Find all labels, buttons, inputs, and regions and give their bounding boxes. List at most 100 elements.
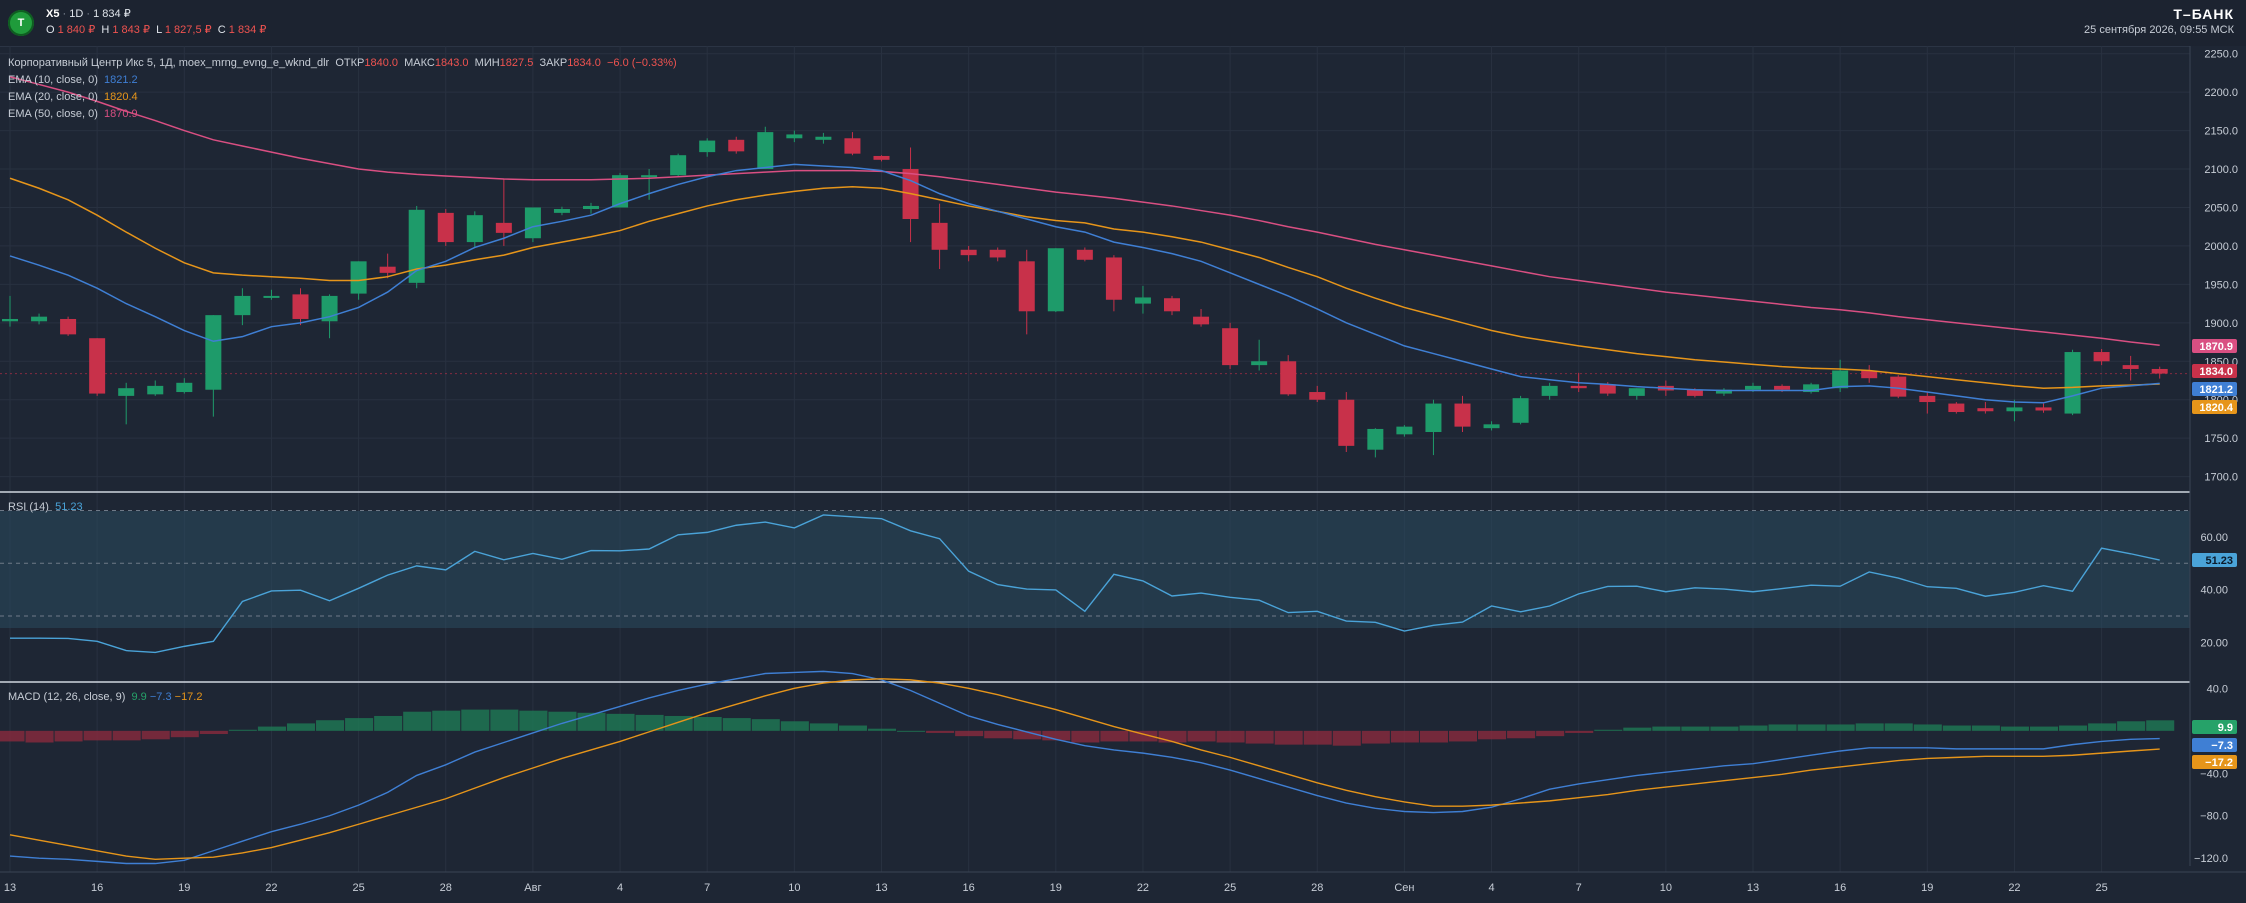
macd-tick-label: −80.0 — [2200, 811, 2228, 823]
macd-histogram-bar — [25, 730, 54, 743]
macd-histogram-bar — [374, 715, 403, 731]
macd-histogram-bar — [1681, 726, 1710, 731]
macd-histogram-bar — [1710, 726, 1739, 731]
macd-histogram-bar — [1013, 730, 1042, 740]
header-ohlc: O 1 840 ₽ H 1 843 ₽ L 1 827,5 ₽ C 1 834 … — [46, 23, 266, 36]
rsi-tick-label: 60.00 — [2200, 532, 2228, 544]
symbol[interactable]: X5 — [46, 8, 60, 20]
price-badge: 1870.9 — [2199, 341, 2233, 353]
macd-histogram-bar — [1536, 730, 1565, 737]
ohlc-open-label: O — [46, 24, 55, 36]
ohlc-open-value: 1 840 ₽ — [57, 24, 96, 36]
candle-body — [1047, 248, 1064, 312]
time-axis-label: Авг — [524, 882, 541, 894]
macd-histogram-bar — [1884, 723, 1913, 731]
macd-badge: 9.9 — [2218, 722, 2233, 734]
macd-tick-label: 40.0 — [2207, 683, 2228, 695]
macd-histogram-bar — [1913, 724, 1942, 731]
rsi-line — [10, 514, 2160, 654]
ohlc-close-label: C — [217, 24, 226, 36]
candle-body — [1396, 426, 1413, 435]
ema10-line — [9, 163, 2160, 404]
candle-body — [1018, 261, 1035, 312]
instrument-title: Корпоративный Центр Икс 5, 1Д, moex_mrng… — [8, 57, 330, 69]
time-axis-label: 19 — [178, 882, 190, 894]
candle-body — [1280, 361, 1297, 395]
candle-body — [815, 136, 832, 140]
separator: · — [86, 8, 91, 20]
ema50-value: 1870.9 — [104, 108, 138, 120]
time-axis-label: 13 — [4, 882, 16, 894]
ema20-label: EMA (20, close, 0) — [8, 91, 98, 103]
macd-histogram-bar — [664, 715, 693, 731]
macd-histogram-bar — [0, 730, 25, 742]
macd-legend[interactable]: MACD (12, 26, close, 9) 9.9 −7.3 −17.2 — [8, 691, 202, 703]
legend-open-label: ОТКР — [335, 57, 365, 69]
rsi-label: RSI (14) — [8, 501, 49, 513]
macd-label: MACD (12, 26, close, 9) — [8, 691, 126, 703]
macd-histogram-bar — [1942, 725, 1971, 731]
ema50-line — [9, 76, 2160, 346]
candle-body — [1309, 392, 1326, 400]
macd-value: −7.3 — [149, 691, 172, 703]
signal-value: −17.2 — [174, 691, 203, 703]
candle-body — [2006, 407, 2023, 412]
ema10-legend[interactable]: EMA (10, close, 0) 1821.2 — [8, 74, 138, 86]
candle-body — [379, 266, 396, 273]
ema50-label: EMA (50, close, 0) — [8, 108, 98, 120]
candle-body — [2093, 352, 2110, 362]
candle-body — [1134, 297, 1151, 304]
macd-histogram-bar — [751, 719, 780, 731]
macd-histogram-bar — [577, 712, 606, 731]
price-tick-label: 2250.0 — [2204, 49, 2238, 61]
ema50-legend[interactable]: EMA (50, close, 0) 1870.9 — [8, 108, 138, 120]
candle-body — [1541, 385, 1558, 396]
ema10-label: EMA (10, close, 0) — [8, 74, 98, 86]
candle-body — [1105, 257, 1122, 300]
macd-histogram-bar — [2059, 725, 2088, 731]
time-axis-label: 13 — [1747, 882, 1759, 894]
macd-histogram-bar — [403, 711, 432, 731]
candle-body — [844, 138, 861, 154]
candle-body — [408, 209, 425, 283]
time-axis-label: 4 — [617, 882, 623, 894]
macd-histogram-bar — [1652, 726, 1681, 731]
candle-body — [1832, 370, 1849, 389]
interval[interactable]: 1D — [69, 8, 84, 20]
rsi-legend[interactable]: RSI (14) 51.23 — [8, 501, 83, 513]
legend-change: −6.0 (−0.33%) — [606, 57, 677, 69]
candle-body — [437, 212, 454, 243]
time-axis-label: 4 — [1488, 882, 1494, 894]
macd-histogram-bar — [2146, 720, 2175, 731]
macd-histogram-bar — [838, 725, 867, 731]
candle-body — [60, 318, 77, 335]
ohlc-low-label: L — [156, 24, 162, 36]
macd-histogram-bar — [1332, 730, 1361, 746]
time-axis-label: 28 — [440, 882, 452, 894]
macd-histogram-bar — [606, 713, 635, 731]
logo-text: Т — [17, 17, 25, 29]
time-axis-label: 22 — [265, 882, 277, 894]
time-axis-label: 7 — [1576, 882, 1582, 894]
macd-histogram-bar — [1797, 724, 1826, 731]
price-tick-label: 1700.0 — [2204, 472, 2238, 484]
macd-histogram-bar — [461, 709, 490, 731]
candle-body — [2151, 368, 2168, 374]
candle-body — [583, 205, 599, 210]
macd-histogram-bar — [1100, 730, 1129, 742]
candle-body — [205, 315, 222, 390]
candle-body — [524, 207, 541, 239]
price-badge-bg — [2192, 364, 2237, 378]
candle-body — [1686, 389, 1703, 396]
candle-body — [1628, 388, 1645, 396]
macd-badge-bg — [2192, 755, 2237, 769]
candle-body — [1483, 424, 1500, 429]
macd-histogram-bar — [722, 718, 751, 731]
macd-histogram-bar — [141, 730, 170, 740]
ema20-legend[interactable]: EMA (20, close, 0) 1820.4 — [8, 91, 138, 103]
macd-histogram-bar — [1855, 723, 1884, 731]
macd-badge: −17.2 — [2205, 757, 2233, 769]
candle-body — [670, 155, 687, 176]
candle-body — [1861, 370, 1878, 379]
